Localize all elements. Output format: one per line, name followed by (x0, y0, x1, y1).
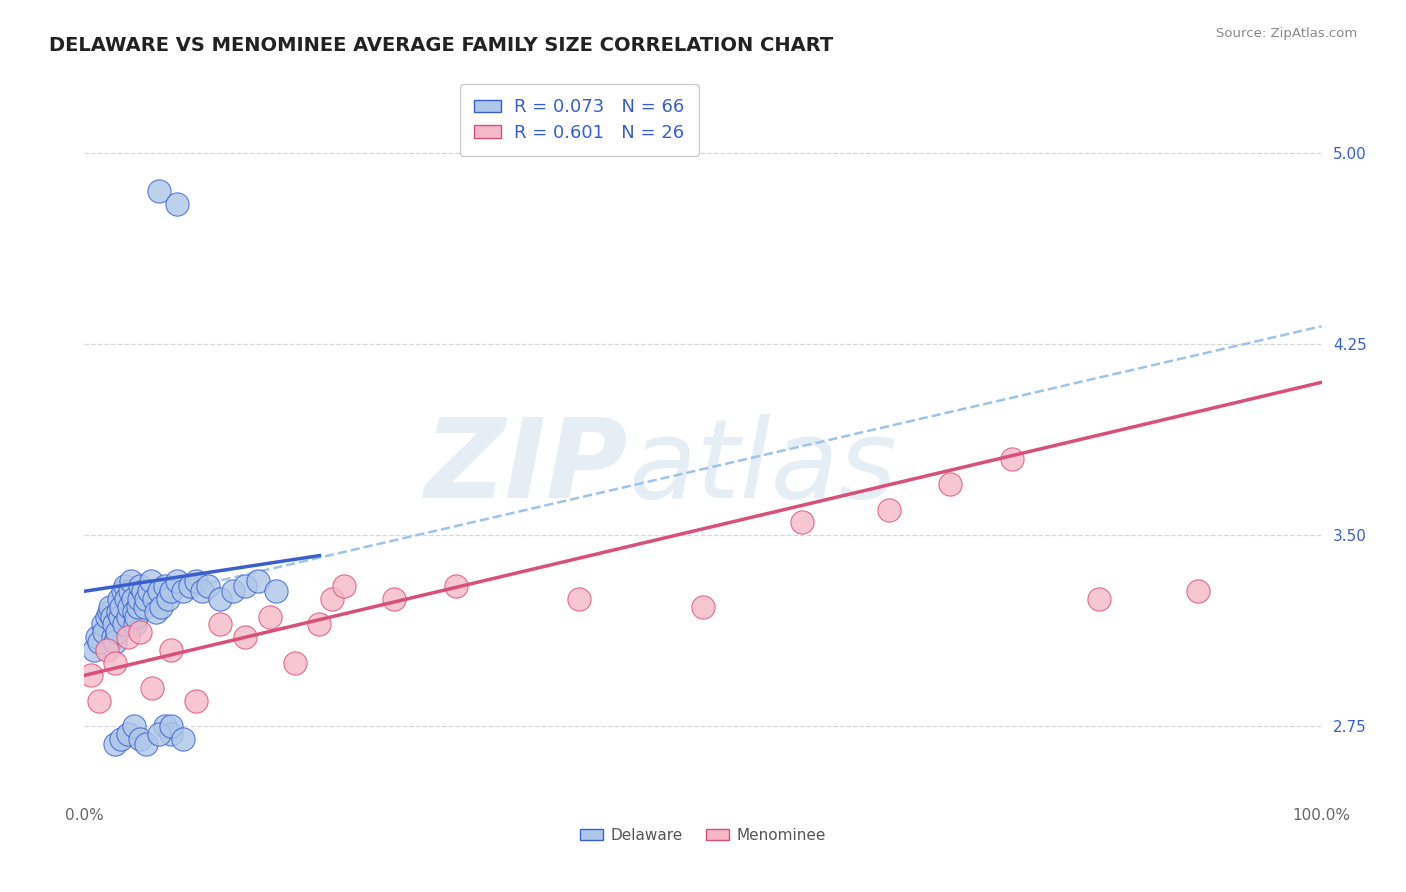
Point (197, 579, 219, 593)
Point (107, 605, 129, 619)
Point (79, 668, 101, 682)
Point (148, 727, 170, 741)
Point (117, 630, 139, 644)
Point (308, 617, 330, 632)
Point (135, 737, 157, 751)
Point (160, 643, 183, 657)
Point (131, 584, 153, 599)
Legend: Delaware, Menominee: Delaware, Menominee (574, 822, 832, 848)
Point (172, 584, 194, 599)
Point (127, 599, 149, 614)
Text: DELAWARE VS MENOMINEE AVERAGE FAMILY SIZE CORRELATION CHART: DELAWARE VS MENOMINEE AVERAGE FAMILY SIZ… (49, 36, 834, 54)
Text: ZIP: ZIP (425, 414, 628, 521)
Point (100, 609, 122, 624)
Point (96, 609, 118, 624)
Point (114, 579, 136, 593)
Point (124, 617, 146, 632)
Point (148, 184, 170, 198)
Point (141, 574, 163, 588)
Point (1088, 591, 1111, 606)
Point (1001, 451, 1024, 466)
Point (96, 643, 118, 657)
Point (120, 584, 142, 599)
Point (101, 630, 124, 644)
Point (86, 630, 108, 644)
Point (382, 591, 405, 606)
Point (939, 477, 962, 491)
Point (110, 599, 132, 614)
Point (117, 609, 139, 624)
Point (83, 643, 105, 657)
Point (184, 574, 207, 588)
Point (91, 617, 114, 632)
Point (122, 719, 145, 733)
Point (233, 579, 256, 593)
Point (108, 591, 131, 606)
Point (103, 617, 125, 632)
Point (118, 599, 141, 614)
Point (160, 727, 183, 741)
Point (105, 625, 128, 640)
Point (150, 599, 173, 614)
Point (89, 694, 111, 708)
Point (209, 591, 232, 606)
Point (153, 579, 176, 593)
Point (110, 732, 132, 747)
Point (790, 516, 813, 530)
Point (117, 727, 139, 741)
Point (160, 719, 183, 733)
Text: Source: ZipAtlas.com: Source: ZipAtlas.com (1216, 27, 1357, 40)
Point (321, 591, 343, 606)
Point (104, 656, 127, 670)
Point (125, 609, 148, 624)
Point (134, 599, 156, 614)
Point (172, 732, 194, 747)
Point (877, 502, 900, 516)
Point (89, 635, 111, 649)
Point (120, 574, 142, 588)
Point (104, 737, 127, 751)
Point (259, 609, 281, 624)
Point (166, 197, 188, 211)
Point (142, 591, 165, 606)
Point (112, 617, 135, 632)
Point (1187, 584, 1209, 599)
Point (121, 591, 143, 606)
Point (145, 605, 167, 619)
Point (135, 591, 157, 606)
Point (98, 599, 121, 614)
Point (264, 584, 287, 599)
Point (138, 584, 160, 599)
Point (333, 579, 356, 593)
Point (148, 584, 170, 599)
Point (166, 574, 188, 588)
Point (568, 591, 591, 606)
Point (209, 617, 232, 632)
Point (153, 719, 176, 733)
Point (191, 584, 214, 599)
Point (128, 591, 150, 606)
Point (179, 579, 201, 593)
Point (160, 584, 183, 599)
Point (122, 605, 145, 619)
Point (284, 656, 307, 670)
Point (141, 681, 163, 695)
Point (110, 609, 132, 624)
Point (129, 579, 152, 593)
Point (93, 625, 115, 640)
Text: atlas: atlas (628, 414, 897, 521)
Point (444, 579, 467, 593)
Point (692, 599, 714, 614)
Point (115, 591, 138, 606)
Point (129, 625, 152, 640)
Point (129, 732, 152, 747)
Point (104, 635, 127, 649)
Point (233, 630, 256, 644)
Point (184, 694, 207, 708)
Point (222, 584, 245, 599)
Point (157, 591, 180, 606)
Point (246, 574, 269, 588)
Point (98, 605, 121, 619)
Point (111, 584, 134, 599)
